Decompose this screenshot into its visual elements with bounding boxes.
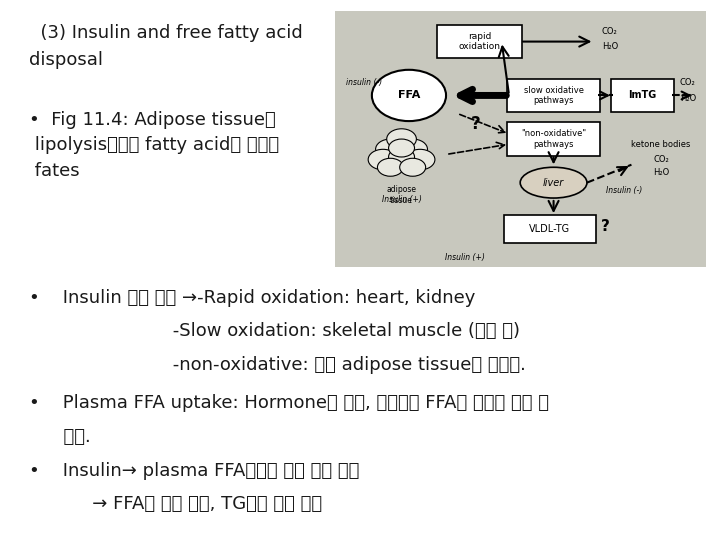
Circle shape	[368, 149, 398, 170]
Text: → FFA의 산화 억제, TG로의 저장 촉진: → FFA의 산화 억제, TG로의 저장 촉진	[29, 495, 322, 513]
Text: slow oxidative
pathways: slow oxidative pathways	[523, 86, 584, 105]
Text: Insulin (+): Insulin (+)	[382, 195, 421, 205]
Text: ?: ?	[601, 219, 610, 234]
Text: disposal: disposal	[29, 51, 103, 69]
Text: H₂O: H₂O	[602, 42, 618, 51]
Text: -non-oxidative: 다시 adipose tissue로 들어감.: -non-oxidative: 다시 adipose tissue로 들어감.	[29, 356, 526, 374]
Circle shape	[400, 158, 426, 176]
Circle shape	[387, 129, 416, 149]
Text: rapid
oxidation: rapid oxidation	[459, 32, 500, 51]
Text: CO₂: CO₂	[653, 155, 669, 164]
FancyBboxPatch shape	[503, 215, 596, 243]
Text: H₂O: H₂O	[680, 93, 696, 103]
FancyBboxPatch shape	[611, 79, 674, 112]
Text: FFA: FFA	[397, 90, 420, 100]
Text: fates: fates	[29, 162, 79, 180]
Ellipse shape	[521, 167, 587, 198]
Text: -Slow oxidation: skeletal muscle (운동 등): -Slow oxidation: skeletal muscle (운동 등)	[29, 322, 520, 340]
Text: •    Plasma FFA uptake: Hormone이 아닌, 순환하는 FFA의 농도에 의해 결: • Plasma FFA uptake: Hormone이 아닌, 순환하는 F…	[29, 394, 549, 412]
Text: •    Insulin 효과 필요 →-Rapid oxidation: heart, kidney: • Insulin 효과 필요 →-Rapid oxidation: heart…	[29, 289, 475, 307]
Text: ImTG: ImTG	[629, 90, 657, 100]
Text: ?: ?	[471, 114, 480, 133]
Text: •  Fig 11.4: Adipose tissue의: • Fig 11.4: Adipose tissue의	[29, 111, 276, 129]
Circle shape	[389, 148, 415, 166]
Text: adipose
tissue: adipose tissue	[387, 185, 417, 205]
Text: 정됨.: 정됨.	[29, 428, 91, 445]
Text: Insulin (-): Insulin (-)	[606, 186, 642, 195]
Text: CO₂: CO₂	[602, 27, 618, 36]
Text: •    Insulin→ plasma FFA농도와 함께 상호 작용: • Insulin→ plasma FFA농도와 함께 상호 작용	[29, 462, 359, 480]
Text: H₂O: H₂O	[653, 168, 669, 177]
Circle shape	[376, 139, 405, 159]
Text: insulin (-): insulin (-)	[346, 78, 382, 87]
FancyBboxPatch shape	[507, 79, 600, 112]
FancyBboxPatch shape	[507, 123, 600, 156]
Text: ketone bodies: ketone bodies	[631, 140, 690, 149]
Text: CO₂: CO₂	[680, 78, 696, 87]
Text: "non-oxidative"
pathways: "non-oxidative" pathways	[521, 130, 586, 148]
Text: liver: liver	[543, 178, 564, 188]
Circle shape	[372, 70, 446, 121]
FancyBboxPatch shape	[437, 25, 522, 58]
Circle shape	[377, 158, 403, 176]
Text: lipolysis로부터 fatty acid의 몇가지: lipolysis로부터 fatty acid의 몇가지	[29, 136, 279, 154]
Text: (3) Insulin and free fatty acid: (3) Insulin and free fatty acid	[29, 24, 302, 42]
Circle shape	[405, 149, 435, 170]
Circle shape	[398, 139, 428, 159]
Text: Insulin (+): Insulin (+)	[445, 253, 485, 261]
Text: VLDL-TG: VLDL-TG	[529, 224, 570, 234]
Circle shape	[389, 139, 415, 157]
